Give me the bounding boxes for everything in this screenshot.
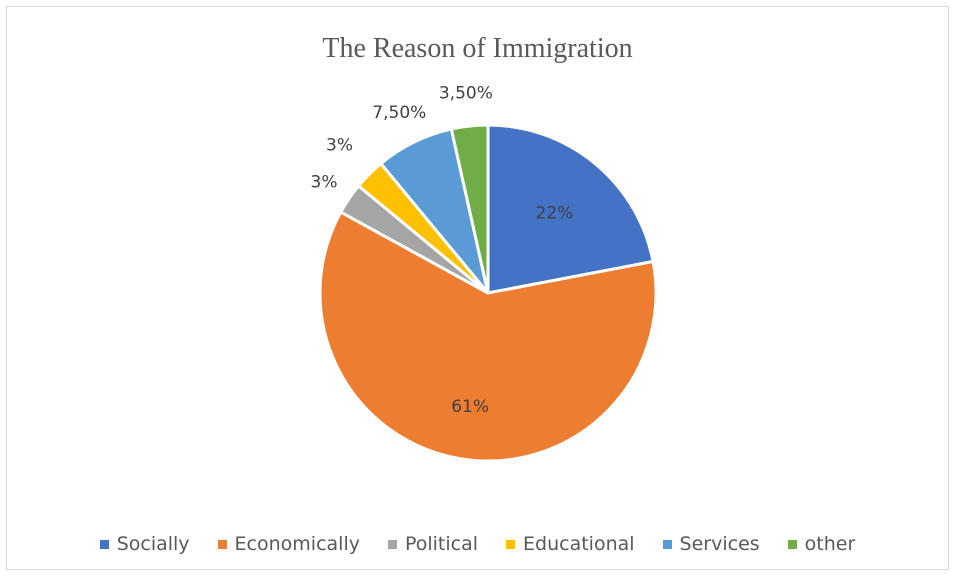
legend-item-educational: Educational — [506, 533, 635, 555]
legend-item-other: other — [787, 533, 856, 555]
legend-swatch — [99, 539, 109, 549]
legend-swatch — [787, 539, 797, 549]
data-label-services: 7,50% — [372, 103, 426, 123]
pie-chart: 22% 61% 3% 3% 7,50% 3,50% — [311, 84, 658, 463]
legend-swatch — [506, 539, 516, 549]
chart-legend: Socially Economically Political Educational… — [7, 533, 948, 555]
data-label-economically: 61% — [451, 397, 489, 417]
chart-title: The Reason of Immigration — [322, 33, 633, 64]
chart-area: The Reason of Immigration 22% 61% 3% 3% 7,50… — [6, 6, 949, 570]
pie-slice-economically — [318, 210, 658, 463]
data-label-educational: 3% — [326, 136, 353, 156]
legend-item-political: Political — [387, 533, 479, 555]
pie-slice-other — [449, 123, 490, 294]
legend-label: Services — [679, 533, 760, 555]
legend-label: other — [804, 533, 856, 555]
legend-label: Political — [404, 533, 479, 555]
pie-slices — [318, 123, 658, 463]
legend-label: Socially — [116, 533, 190, 555]
pie-slice-socially — [486, 123, 655, 295]
pie-data-labels: 22% 61% 3% 3% 7,50% 3,50% — [311, 84, 574, 417]
legend-item-economically: Economically — [217, 533, 360, 555]
legend-swatch — [217, 539, 227, 549]
legend-swatch — [387, 539, 397, 549]
data-label-political: 3% — [311, 173, 338, 193]
legend-item-services: Services — [662, 533, 760, 555]
legend-item-socially: Socially — [99, 533, 190, 555]
data-label-socially: 22% — [535, 204, 573, 224]
data-label-other: 3,50% — [439, 84, 493, 104]
legend-label: Educational — [523, 533, 635, 555]
legend-label: Economically — [234, 533, 360, 555]
legend-swatch — [662, 539, 672, 549]
